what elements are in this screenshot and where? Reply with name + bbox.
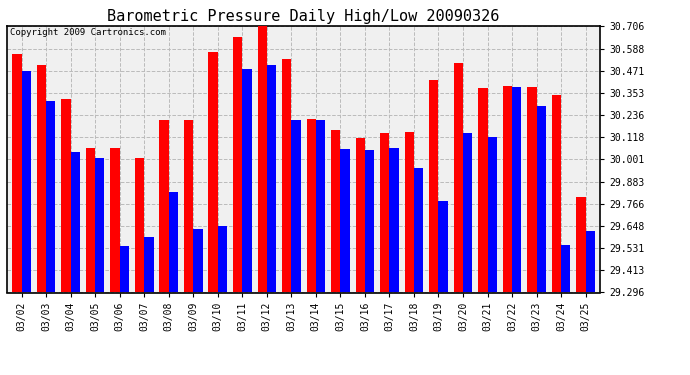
Bar bbox=[306, 119, 316, 292]
Bar bbox=[233, 37, 242, 292]
Bar bbox=[478, 88, 488, 292]
Bar bbox=[86, 148, 95, 292]
Bar bbox=[537, 106, 546, 292]
Bar bbox=[282, 60, 291, 292]
Bar bbox=[463, 133, 472, 292]
Bar bbox=[365, 150, 374, 292]
Bar bbox=[291, 120, 301, 292]
Bar bbox=[144, 237, 154, 292]
Bar bbox=[12, 54, 21, 292]
Bar bbox=[61, 99, 70, 292]
Bar bbox=[37, 65, 46, 292]
Bar bbox=[46, 101, 55, 292]
Bar bbox=[208, 52, 218, 292]
Bar bbox=[414, 168, 423, 292]
Bar bbox=[21, 71, 31, 292]
Bar bbox=[561, 244, 571, 292]
Bar bbox=[389, 148, 399, 292]
Bar bbox=[429, 80, 438, 292]
Bar bbox=[119, 246, 129, 292]
Bar bbox=[453, 63, 463, 292]
Bar bbox=[503, 86, 512, 292]
Bar bbox=[218, 226, 227, 292]
Bar bbox=[267, 65, 276, 292]
Bar bbox=[257, 26, 267, 292]
Text: Copyright 2009 Cartronics.com: Copyright 2009 Cartronics.com bbox=[10, 28, 166, 37]
Bar bbox=[527, 87, 537, 292]
Bar bbox=[586, 231, 595, 292]
Bar bbox=[169, 192, 178, 292]
Bar bbox=[331, 130, 340, 292]
Bar bbox=[438, 201, 448, 292]
Title: Barometric Pressure Daily High/Low 20090326: Barometric Pressure Daily High/Low 20090… bbox=[108, 9, 500, 24]
Bar bbox=[159, 120, 169, 292]
Bar bbox=[404, 132, 414, 292]
Bar bbox=[576, 197, 586, 292]
Bar bbox=[380, 133, 389, 292]
Bar bbox=[70, 152, 80, 292]
Bar bbox=[110, 148, 119, 292]
Bar bbox=[316, 120, 325, 292]
Bar bbox=[242, 69, 252, 292]
Bar bbox=[193, 230, 203, 292]
Bar bbox=[184, 120, 193, 292]
Bar bbox=[135, 158, 144, 292]
Bar bbox=[95, 158, 104, 292]
Bar bbox=[355, 138, 365, 292]
Bar bbox=[340, 149, 350, 292]
Bar bbox=[552, 95, 561, 292]
Bar bbox=[488, 137, 497, 292]
Bar bbox=[512, 87, 522, 292]
